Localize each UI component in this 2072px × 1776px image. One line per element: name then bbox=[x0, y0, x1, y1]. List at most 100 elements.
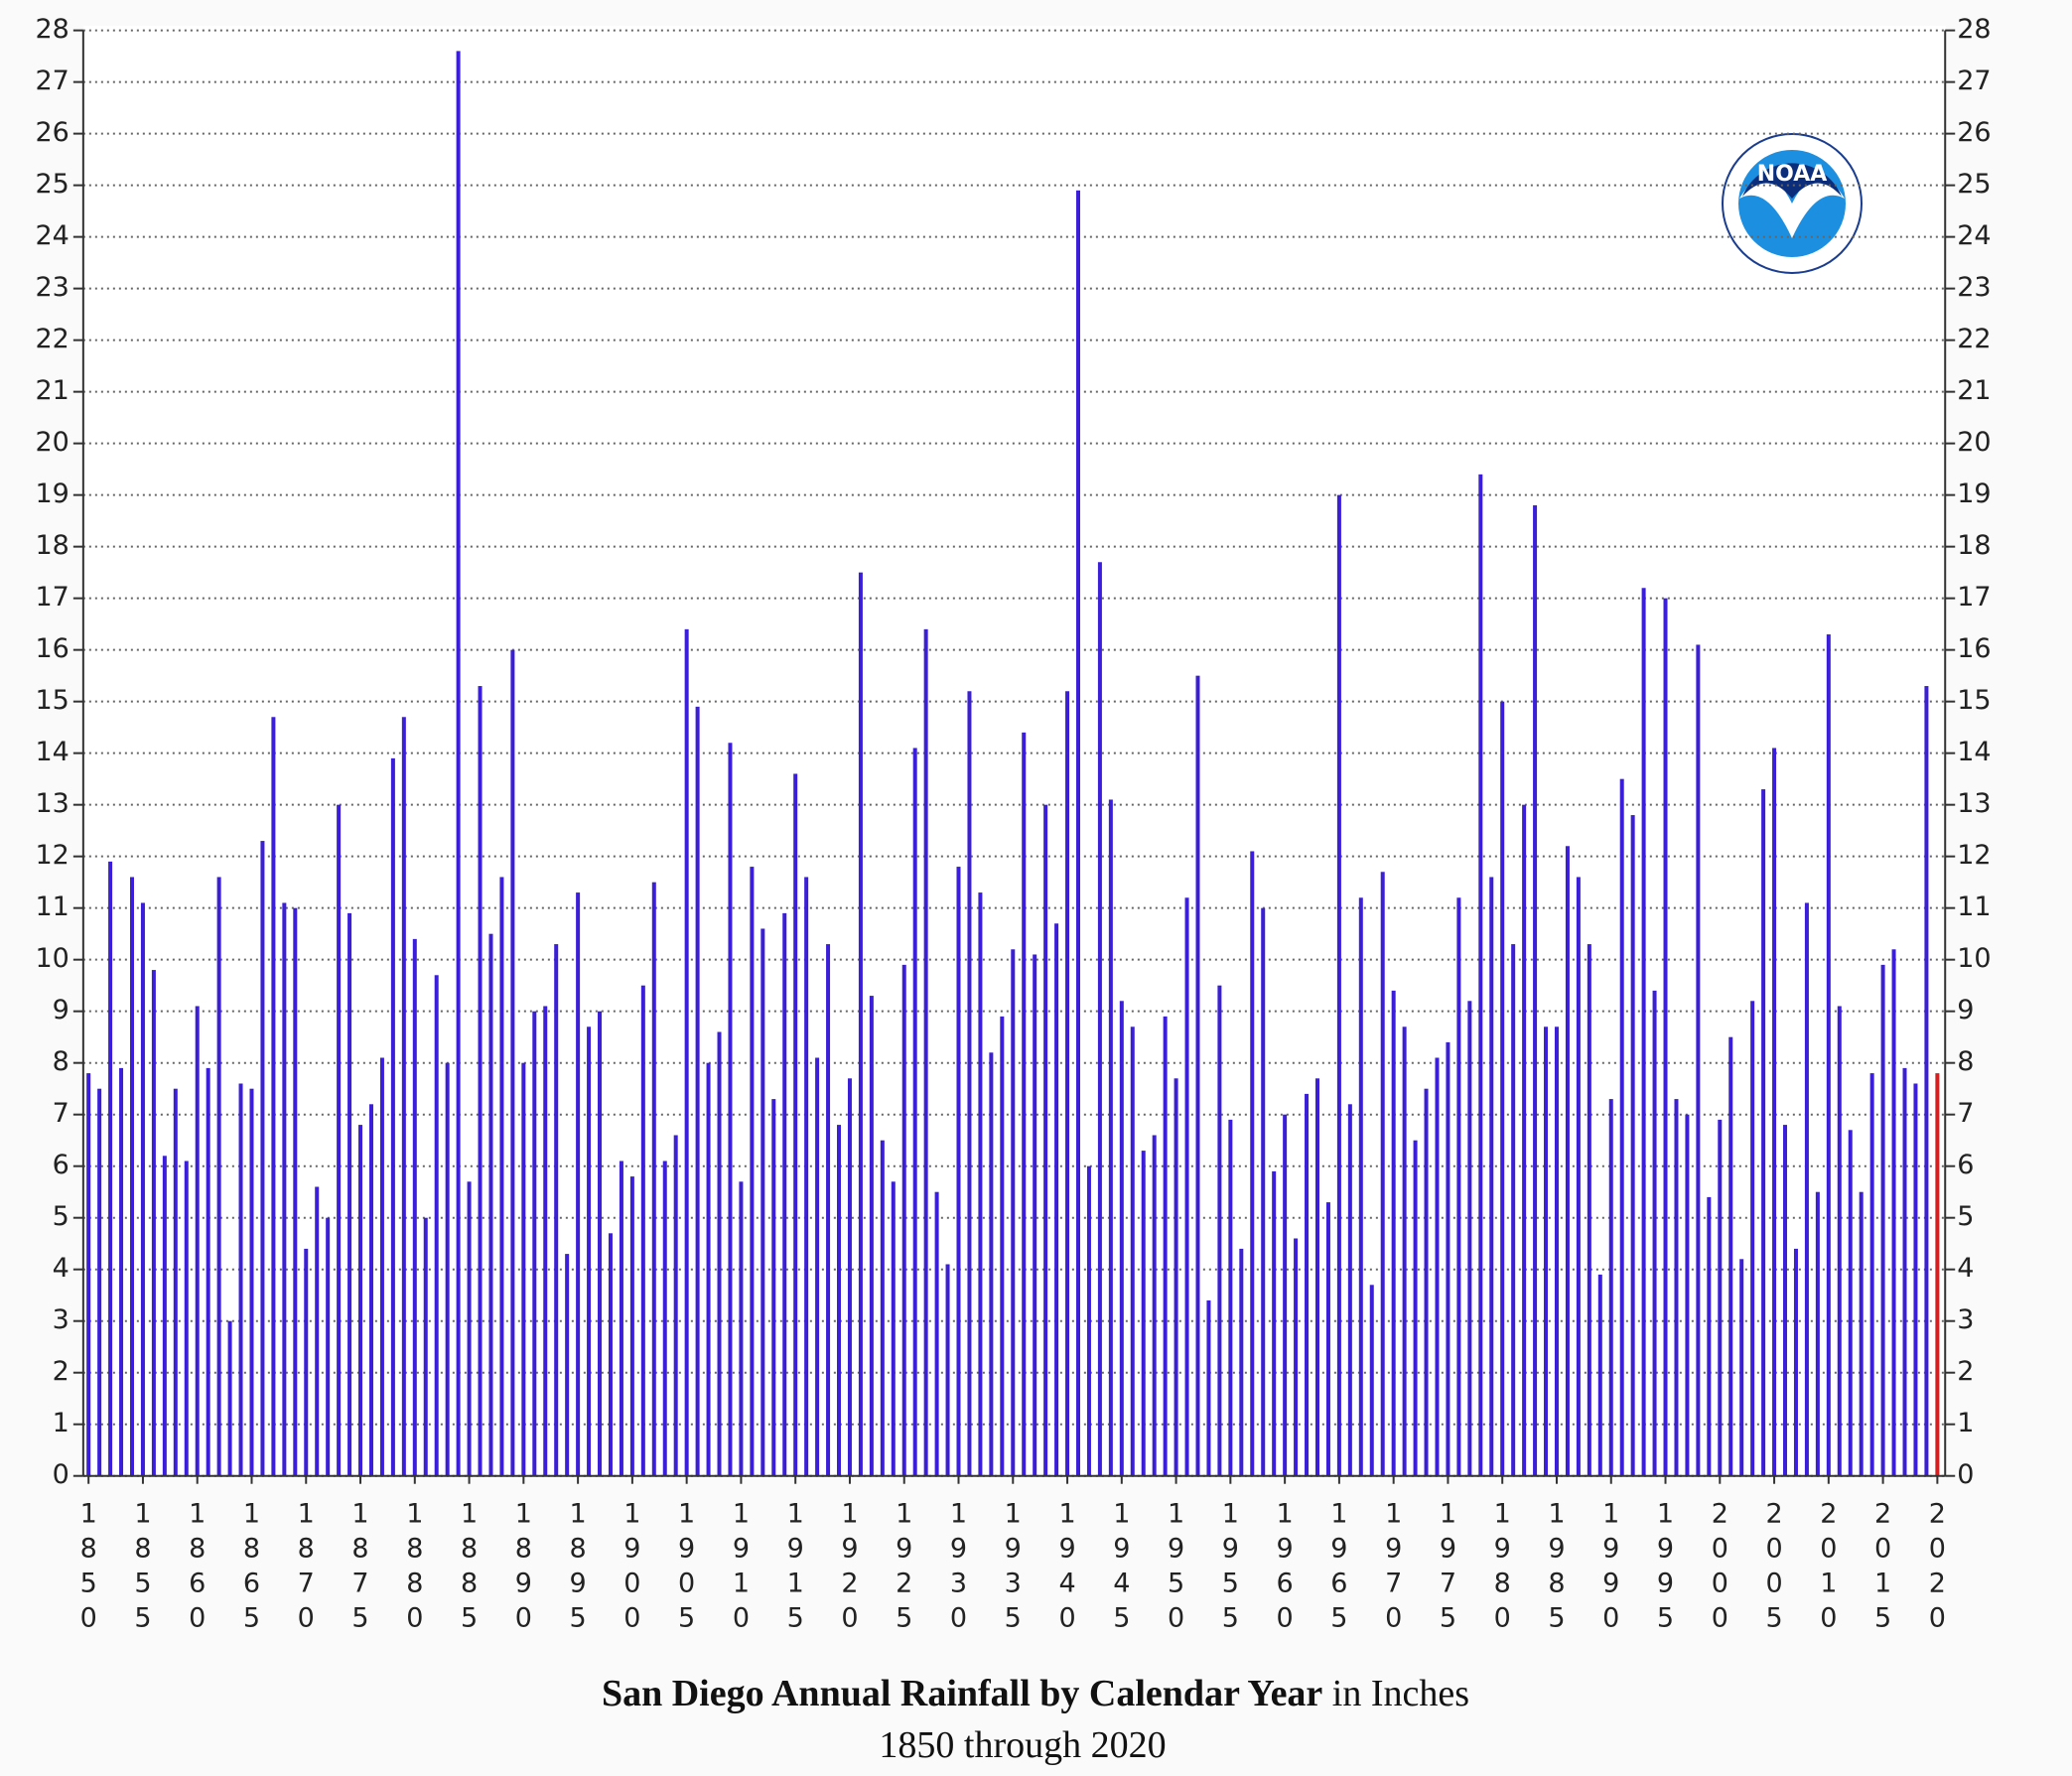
x-tick-digit: 1 bbox=[1440, 1498, 1456, 1529]
x-tick-digit: 1 bbox=[950, 1498, 967, 1529]
bar bbox=[108, 861, 113, 1476]
x-tick-digit: 1 bbox=[841, 1498, 858, 1529]
bar bbox=[206, 1067, 210, 1476]
x-tick-digit: 0 bbox=[1058, 1602, 1075, 1633]
bar bbox=[86, 1073, 91, 1476]
bar bbox=[347, 912, 352, 1476]
x-tick-digit: 1 bbox=[134, 1498, 151, 1529]
bar bbox=[151, 970, 156, 1476]
bar bbox=[989, 1052, 994, 1476]
x-tick-digit: 1 bbox=[733, 1568, 750, 1598]
bar bbox=[826, 944, 831, 1476]
y-tick-label: 13 bbox=[35, 788, 69, 819]
x-tick-digit: 8 bbox=[461, 1568, 478, 1598]
y-tick-label: 11 bbox=[35, 891, 69, 922]
bar bbox=[858, 572, 863, 1476]
bar bbox=[467, 1181, 472, 1476]
x-tick-digit: 7 bbox=[1440, 1568, 1456, 1598]
y-tick-label: 24 bbox=[35, 220, 69, 251]
x-tick-digit: 6 bbox=[1277, 1568, 1294, 1598]
x-tick-digit: 5 bbox=[1222, 1602, 1239, 1633]
bar bbox=[1130, 1026, 1135, 1476]
x-tick-digit: 1 bbox=[1058, 1498, 1075, 1529]
bar bbox=[1522, 804, 1527, 1476]
bar bbox=[282, 902, 287, 1476]
logo-top bbox=[1742, 163, 1842, 199]
x-tick-digit: 1 bbox=[1385, 1498, 1402, 1529]
bar bbox=[1619, 778, 1624, 1476]
x-tick-digit: 1 bbox=[351, 1498, 368, 1529]
x-tick-digit: 5 bbox=[1113, 1602, 1130, 1633]
bar bbox=[293, 907, 298, 1476]
bar bbox=[1576, 877, 1581, 1476]
bar bbox=[1674, 1099, 1679, 1476]
x-tick-digit: 1 bbox=[1602, 1498, 1619, 1529]
x-tick-digit: 7 bbox=[298, 1568, 315, 1598]
x-tick-digit: 8 bbox=[80, 1533, 97, 1564]
chart-title: San Diego Annual Rainfall by Calendar Ye… bbox=[602, 1673, 1469, 1714]
bar bbox=[260, 841, 265, 1476]
bar bbox=[1272, 1170, 1277, 1476]
bar bbox=[684, 628, 689, 1476]
y-tick-label: 20 bbox=[35, 427, 69, 458]
bar bbox=[793, 773, 798, 1476]
x-tick-digit: 9 bbox=[1548, 1533, 1565, 1564]
x-tick-digit: 2 bbox=[1820, 1498, 1837, 1529]
bar bbox=[945, 1264, 950, 1476]
x-tick-digit: 8 bbox=[406, 1533, 423, 1564]
x-tick-digit: 0 bbox=[1820, 1602, 1837, 1633]
y2-tick-label: 25 bbox=[1957, 169, 1991, 200]
x-tick-digit: 0 bbox=[1765, 1568, 1782, 1598]
bar bbox=[1641, 588, 1646, 1476]
y2-tick-label: 3 bbox=[1957, 1304, 1974, 1335]
x-tick-digit: 0 bbox=[515, 1602, 532, 1633]
bar bbox=[608, 1233, 613, 1476]
x-tick-digit: 9 bbox=[1440, 1533, 1456, 1564]
bar bbox=[651, 882, 656, 1476]
bar bbox=[368, 1104, 373, 1476]
bar bbox=[1402, 1026, 1407, 1476]
bar bbox=[543, 1006, 548, 1476]
bar bbox=[499, 877, 504, 1476]
x-tick-digit: 9 bbox=[1005, 1533, 1022, 1564]
x-tick-digit: 7 bbox=[1385, 1568, 1402, 1598]
bar bbox=[401, 717, 406, 1476]
bar bbox=[1228, 1119, 1233, 1476]
x-tick-digit: 1 bbox=[515, 1498, 532, 1529]
title-suffix: in Inches bbox=[1332, 1673, 1469, 1714]
x-tick-digit: 2 bbox=[1874, 1498, 1891, 1529]
x-tick-digit: 9 bbox=[1657, 1533, 1674, 1564]
bar bbox=[532, 1011, 537, 1476]
bar bbox=[1217, 985, 1222, 1476]
bar bbox=[782, 912, 787, 1476]
x-tick-digit: 0 bbox=[1712, 1568, 1728, 1598]
y2-tick-label: 12 bbox=[1957, 840, 1991, 871]
y-tick-label: 23 bbox=[35, 272, 69, 303]
y-tick-label: 21 bbox=[35, 375, 69, 406]
y-tick-label: 2 bbox=[53, 1356, 69, 1387]
chart-subtitle: 1850 through 2020 bbox=[879, 1724, 1166, 1766]
bar bbox=[1206, 1299, 1211, 1476]
bar bbox=[1848, 1130, 1853, 1476]
y-tick-label: 7 bbox=[53, 1098, 69, 1129]
bar bbox=[1119, 1001, 1124, 1476]
x-tick-digit: 9 bbox=[1058, 1533, 1075, 1564]
bar bbox=[271, 717, 276, 1476]
bar bbox=[847, 1078, 852, 1476]
bar bbox=[912, 748, 917, 1476]
x-tick-digit: 0 bbox=[1494, 1602, 1511, 1633]
title-main: San Diego Annual Rainfall by Calendar Ye… bbox=[602, 1673, 1322, 1714]
bar bbox=[695, 706, 700, 1476]
